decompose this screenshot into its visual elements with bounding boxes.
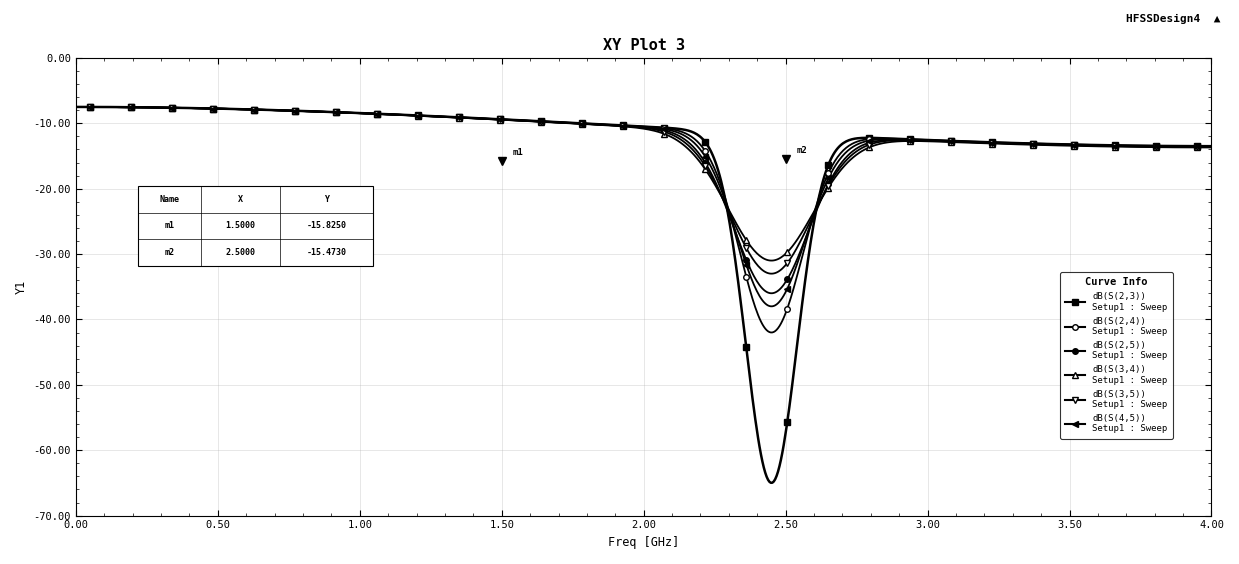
Text: -15.4730: -15.4730 <box>307 248 347 257</box>
Y-axis label: Y1: Y1 <box>15 280 28 294</box>
Text: 1.5000: 1.5000 <box>225 221 255 230</box>
Text: Y: Y <box>325 195 330 204</box>
Text: m1: m1 <box>513 148 524 157</box>
Text: m1: m1 <box>165 221 175 230</box>
X-axis label: Freq [GHz]: Freq [GHz] <box>608 536 679 549</box>
Title: XY Plot 3: XY Plot 3 <box>602 38 685 52</box>
Bar <box>139 186 373 266</box>
Text: Name: Name <box>160 195 180 204</box>
Text: HFSSDesign4  ▲: HFSSDesign4 ▲ <box>1126 14 1220 24</box>
Legend: dB(S(2,3))
Setup1 : Sweep, dB(S(2,4))
Setup1 : Sweep, dB(S(2,5))
Setup1 : Sweep,: dB(S(2,3)) Setup1 : Sweep, dB(S(2,4)) Se… <box>1059 272 1173 439</box>
Text: m2: m2 <box>165 248 175 257</box>
Text: m2: m2 <box>797 146 808 155</box>
Text: 2.5000: 2.5000 <box>225 248 255 257</box>
Text: X: X <box>238 195 243 204</box>
Text: -15.8250: -15.8250 <box>307 221 347 230</box>
